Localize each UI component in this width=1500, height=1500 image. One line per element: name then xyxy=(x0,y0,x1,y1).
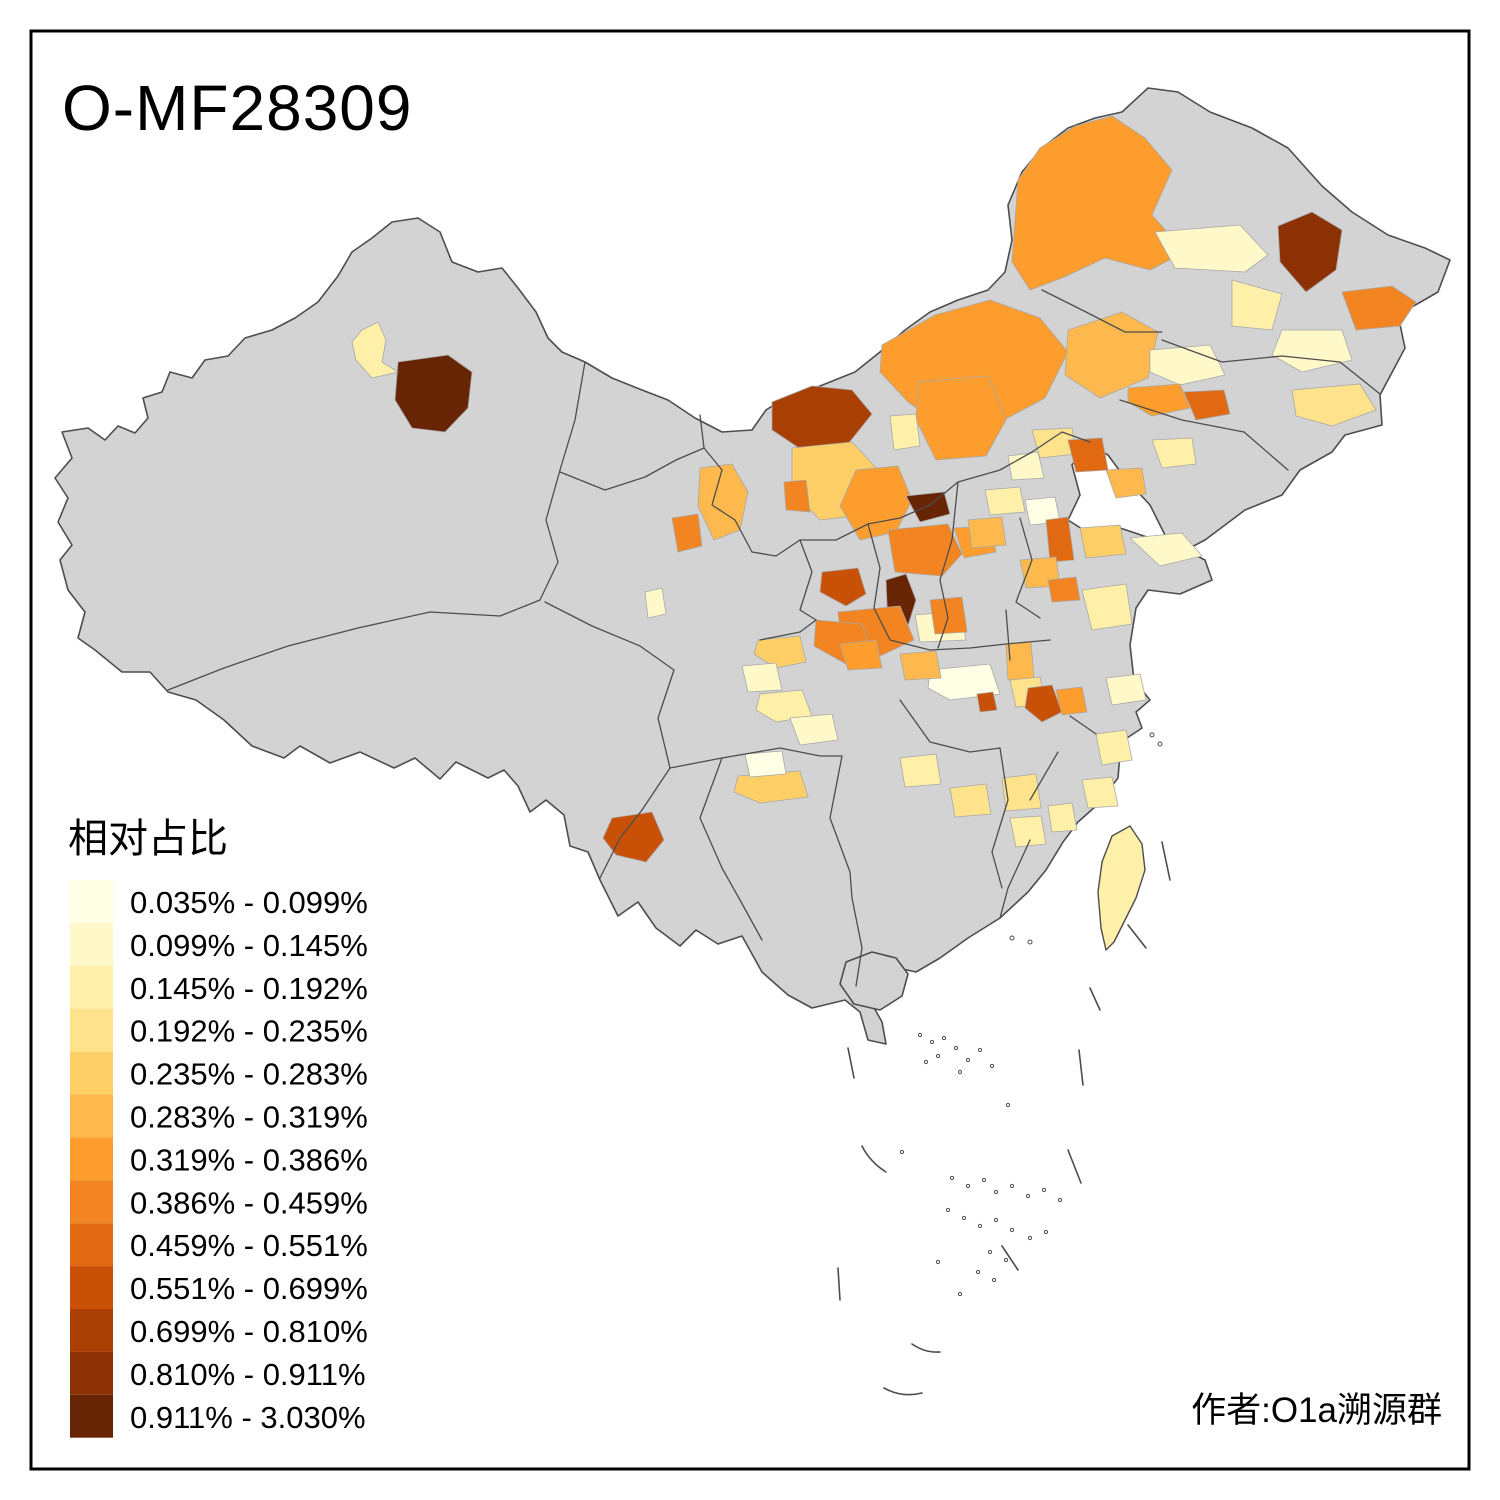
map-region xyxy=(1095,729,1133,766)
map-region xyxy=(394,354,473,433)
legend-swatch xyxy=(70,1351,113,1395)
map-region xyxy=(733,770,809,804)
legend-title: 相对占比 xyxy=(68,817,228,861)
map-region xyxy=(1105,467,1147,499)
map-region xyxy=(899,753,942,788)
map-region xyxy=(1079,524,1127,559)
legend-swatch xyxy=(70,1309,113,1352)
nine-dash-line xyxy=(837,841,1171,1396)
south-sea-islands xyxy=(899,732,1163,1297)
prefecture-regions xyxy=(351,115,1417,863)
plot-border xyxy=(29,29,1471,1471)
map-region xyxy=(1183,389,1231,421)
map-region xyxy=(976,691,998,713)
legend-label: 0.283% - 0.319% xyxy=(130,1100,368,1135)
legend-label: 0.551% - 0.699% xyxy=(130,1271,368,1306)
legend-label: 0.099% - 0.145% xyxy=(130,928,368,963)
legend-label: 0.810% - 0.911% xyxy=(130,1357,366,1392)
map-region xyxy=(753,635,807,669)
map-region xyxy=(1067,437,1109,473)
map-region xyxy=(1291,383,1377,427)
map-region xyxy=(1277,211,1343,293)
map-region xyxy=(789,713,839,746)
legend-label: 0.911% - 3.030% xyxy=(130,1400,366,1435)
legend-swatch xyxy=(70,1394,113,1438)
map-region xyxy=(1081,776,1119,809)
map-layer xyxy=(54,87,1451,1396)
map-region xyxy=(1154,224,1269,273)
map-region xyxy=(644,587,667,619)
map-region xyxy=(744,750,787,778)
legend: 相对占比 0.035% - 0.099% 0.099% - 0.145% 0.145… xyxy=(68,817,368,1438)
legend-label: 0.319% - 0.386% xyxy=(130,1142,368,1177)
map-region xyxy=(1055,686,1088,716)
legend-label: 0.459% - 0.551% xyxy=(130,1228,368,1263)
legend-label: 0.699% - 0.810% xyxy=(130,1314,368,1349)
map-region xyxy=(1005,641,1035,681)
legend-swatch xyxy=(70,1094,113,1138)
map-region xyxy=(351,321,399,379)
hainan-island xyxy=(839,951,909,1011)
province-borders xyxy=(167,289,1381,987)
map-region xyxy=(783,479,811,513)
map-region xyxy=(602,811,665,863)
map-region xyxy=(1231,279,1283,331)
map-region xyxy=(1064,311,1159,399)
map-region xyxy=(1341,285,1417,331)
legend-label: 0.035% - 0.099% xyxy=(130,885,368,920)
legend-swatch xyxy=(70,1180,113,1224)
map-region xyxy=(949,783,992,818)
legend-label: 0.145% - 0.192% xyxy=(130,971,368,1006)
legend-label: 0.192% - 0.235% xyxy=(130,1014,368,1049)
map-region xyxy=(1081,583,1133,631)
legend-swatch xyxy=(70,965,113,1009)
map-region xyxy=(929,596,968,635)
map-region xyxy=(671,513,703,553)
map-region xyxy=(927,663,1001,701)
map-region xyxy=(967,516,1007,549)
attribution: 作者:O1a溯源群 xyxy=(1191,1391,1442,1430)
legend-swatch xyxy=(70,1051,113,1095)
map-region xyxy=(1129,532,1203,567)
legend-label: 0.235% - 0.283% xyxy=(130,1057,368,1092)
map-region xyxy=(1047,576,1081,603)
map-region xyxy=(1024,684,1063,723)
map-region xyxy=(819,567,867,607)
map-region xyxy=(1001,773,1042,812)
map-region xyxy=(1151,437,1197,469)
taiwan-island xyxy=(1097,825,1146,951)
legend-swatch xyxy=(70,1266,113,1309)
legend-label: 0.386% - 0.459% xyxy=(130,1185,368,1220)
map-region xyxy=(839,639,883,671)
map-region xyxy=(1045,516,1075,563)
map-region xyxy=(1105,673,1147,706)
map-region xyxy=(1047,802,1078,833)
map-region xyxy=(905,491,951,523)
map-region xyxy=(1009,815,1047,848)
map-region xyxy=(771,385,873,451)
legend-swatch xyxy=(70,1223,113,1267)
map-region xyxy=(889,413,921,451)
map-region xyxy=(984,486,1026,516)
map-region xyxy=(899,650,942,681)
legend-swatch xyxy=(70,1008,113,1052)
map-region xyxy=(887,523,963,577)
legend-entries: 0.035% - 0.099% 0.099% - 0.145% 0.145% - 0… xyxy=(70,880,368,1438)
legend-swatch xyxy=(70,1137,113,1181)
legend-swatch xyxy=(70,922,113,966)
map-region xyxy=(741,662,783,693)
map-region xyxy=(1007,451,1045,481)
map-region xyxy=(1149,344,1226,386)
map-title: O-MF28309 xyxy=(62,72,412,144)
map-region xyxy=(1011,115,1186,291)
legend-swatch xyxy=(70,880,113,923)
